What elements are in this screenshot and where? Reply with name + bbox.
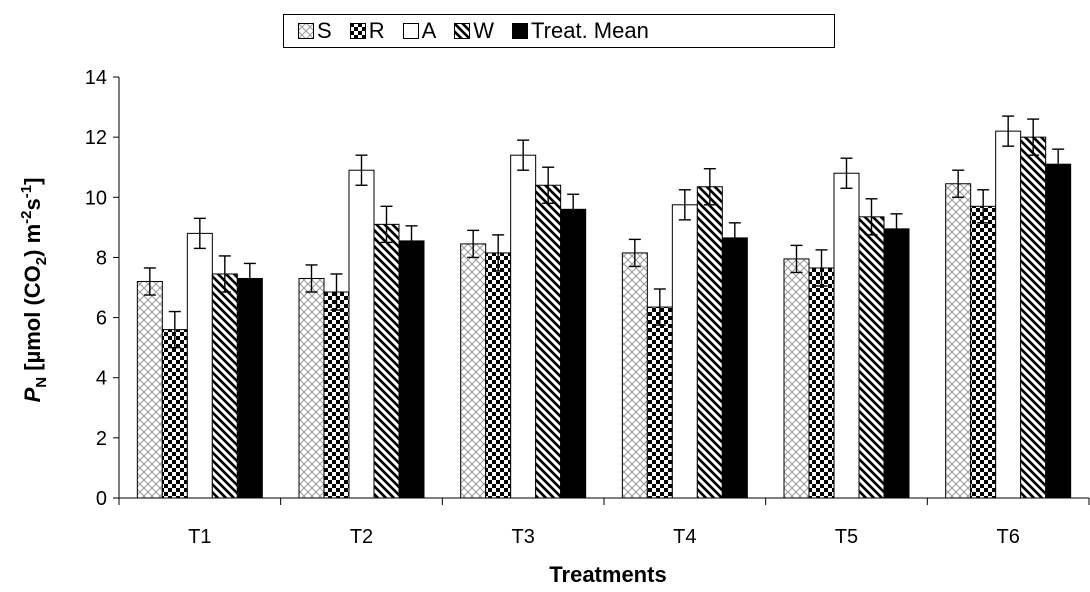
- bar-w-t3: [535, 184, 562, 499]
- bar-a-t4: [671, 204, 698, 499]
- legend-item-r: R: [349, 18, 385, 44]
- y-tick-label-4: 4: [96, 368, 107, 390]
- x-axis-title: Treatments: [549, 562, 666, 587]
- bar-s-t5: [783, 258, 810, 499]
- bar-treat-mean-t2: [398, 240, 425, 499]
- y-tick-label-0: 0: [96, 488, 107, 510]
- bar-a-t2: [348, 169, 375, 499]
- bar-treat-mean-t3: [560, 208, 587, 499]
- bar-w-t4: [696, 186, 723, 499]
- bar-r-t5: [808, 267, 835, 499]
- y-axis-title-unit-s: s: [20, 198, 45, 210]
- legend-label-s: S: [317, 18, 332, 43]
- bar-r-t3: [485, 252, 512, 499]
- legend-item-w: W: [454, 18, 494, 44]
- bar-s-t6: [945, 183, 972, 499]
- bar-a-t6: [995, 130, 1022, 499]
- x-tick-label-t3: T3: [511, 526, 534, 548]
- bar-r-t4: [646, 306, 673, 499]
- bar-treat-mean-t6: [1045, 163, 1072, 499]
- y-axis-title-unit-close: ]: [20, 178, 45, 185]
- bar-s-t2: [298, 277, 325, 499]
- bar-a-t1: [186, 232, 213, 499]
- legend-item-a: A: [402, 18, 437, 44]
- legend: S R A W Treat. Mean: [283, 14, 835, 48]
- x-tick-label-t2: T2: [350, 526, 373, 548]
- bar-treat-mean-t5: [883, 228, 910, 499]
- bar-w-t1: [211, 273, 238, 499]
- y-axis-title-unit-mid: ) m: [20, 224, 45, 257]
- x-tick-label-t6: T6: [996, 526, 1019, 548]
- y-axis-title: PN [µmol (CO2) m-2s-1]: [18, 178, 50, 403]
- y-tick-label-10: 10: [85, 187, 107, 209]
- bar-a-t5: [833, 172, 860, 499]
- svg-text:PN [µmol (CO2) m-2s-1]: PN [µmol (CO2) m-2s-1]: [18, 178, 50, 403]
- x-tick-label-t1: T1: [188, 526, 211, 548]
- y-axis-title-unit-open: [µmol (CO: [20, 265, 45, 377]
- plot-area: 0 2 4 6 8 10 12 14 T1 T2 T3 T4 T5 T6: [85, 67, 1090, 548]
- legend-label-w: W: [473, 18, 495, 43]
- y-axis-title-unit-sub: 2: [33, 257, 50, 265]
- bar-a-t3: [510, 154, 537, 499]
- bar-w-t6: [1020, 136, 1047, 499]
- bar-treat-mean-t4: [721, 237, 748, 499]
- bar-s-t4: [621, 252, 648, 499]
- legend-label-a: A: [421, 18, 437, 43]
- legend-swatch-treat-mean: [512, 23, 529, 39]
- bar-w-t2: [373, 223, 400, 499]
- y-axis-title-main: P: [20, 387, 45, 402]
- bar-s-t1: [136, 280, 163, 499]
- bar-treat-mean-t1: [236, 277, 263, 499]
- y-axis-title-exp1: -2: [18, 211, 35, 224]
- x-tick-label-t5: T5: [835, 526, 858, 548]
- bar-w-t5: [858, 216, 885, 499]
- y-tick-label-2: 2: [96, 428, 107, 450]
- y-tick-label-8: 8: [96, 247, 107, 269]
- legend-item-s: S: [298, 18, 332, 44]
- y-axis-title-exp2: -1: [18, 185, 35, 198]
- legend-swatch-s: [298, 23, 314, 39]
- bar-r-t1: [161, 329, 188, 499]
- x-tick-label-t4: T4: [673, 526, 696, 548]
- bar-r-t2: [323, 291, 350, 499]
- y-tick-label-6: 6: [96, 308, 107, 330]
- y-tick-label-12: 12: [85, 127, 107, 149]
- bar-s-t3: [460, 243, 487, 499]
- legend-swatch-a: [402, 23, 419, 39]
- legend-swatch-w: [454, 23, 471, 39]
- legend-label-treat-mean: Treat. Mean: [531, 18, 649, 43]
- legend-swatch-r: [349, 23, 366, 39]
- y-tick-label-14: 14: [85, 67, 107, 89]
- y-axis-title-main-sub: N: [33, 377, 50, 388]
- bar-r-t6: [970, 205, 997, 499]
- legend-item-treat-mean: Treat. Mean: [512, 18, 649, 44]
- legend-label-r: R: [368, 18, 385, 43]
